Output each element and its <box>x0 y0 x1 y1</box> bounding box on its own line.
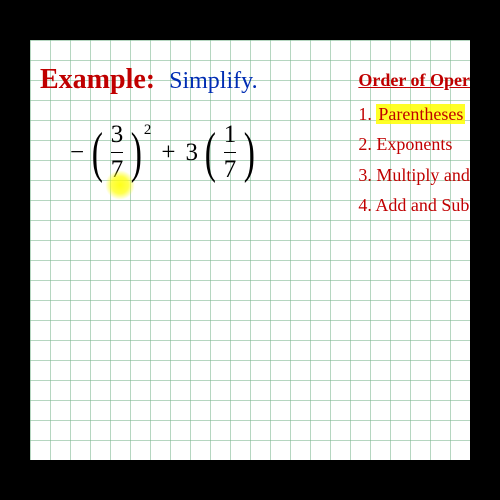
simplify-label: Simplify. <box>169 68 257 95</box>
fraction-1-group: ( 3 7 ) <box>88 120 146 185</box>
rule-item: 1. Parentheses <box>358 99 470 130</box>
left-paren-icon: ( <box>92 125 103 181</box>
fraction-2-numerator: 1 <box>224 120 237 150</box>
title-row: Example: Simplify. <box>40 64 258 96</box>
fraction-1-denominator: 7 <box>111 155 124 185</box>
fraction-2-group: ( 1 7 ) <box>201 120 259 185</box>
fraction-1: 3 7 <box>107 120 128 185</box>
rules-panel: Order of Oper 1. Parentheses2. Exponents… <box>358 65 470 221</box>
left-paren-icon: ( <box>205 125 216 181</box>
plus-operator: + <box>161 139 175 167</box>
example-label: Example: <box>40 64 155 96</box>
math-expression: − ( 3 7 ) 2 + 3 ( 1 7 ) <box>70 120 259 185</box>
fraction-1-bar <box>111 152 124 153</box>
fraction-2-bar <box>224 152 237 153</box>
fraction-2: 1 7 <box>220 120 241 185</box>
page-area: Example: Simplify. − ( 3 7 ) 2 + 3 ( 1 <box>30 40 470 460</box>
right-paren-icon: ) <box>131 125 142 181</box>
rules-heading: Order of Oper <box>358 65 470 96</box>
rule-item: 2. Exponents <box>358 129 470 160</box>
rule-item: 4. Add and Sub <box>358 190 470 221</box>
leading-minus: − <box>70 139 84 167</box>
coefficient: 3 <box>186 139 199 167</box>
exponent-1: 2 <box>144 122 152 139</box>
fraction-1-numerator: 3 <box>111 120 124 150</box>
rules-list: 1. Parentheses2. Exponents3. Multiply an… <box>358 99 470 221</box>
right-paren-icon: ) <box>244 125 255 181</box>
fraction-2-denominator: 7 <box>224 155 237 185</box>
rule-item: 3. Multiply and <box>358 160 470 191</box>
